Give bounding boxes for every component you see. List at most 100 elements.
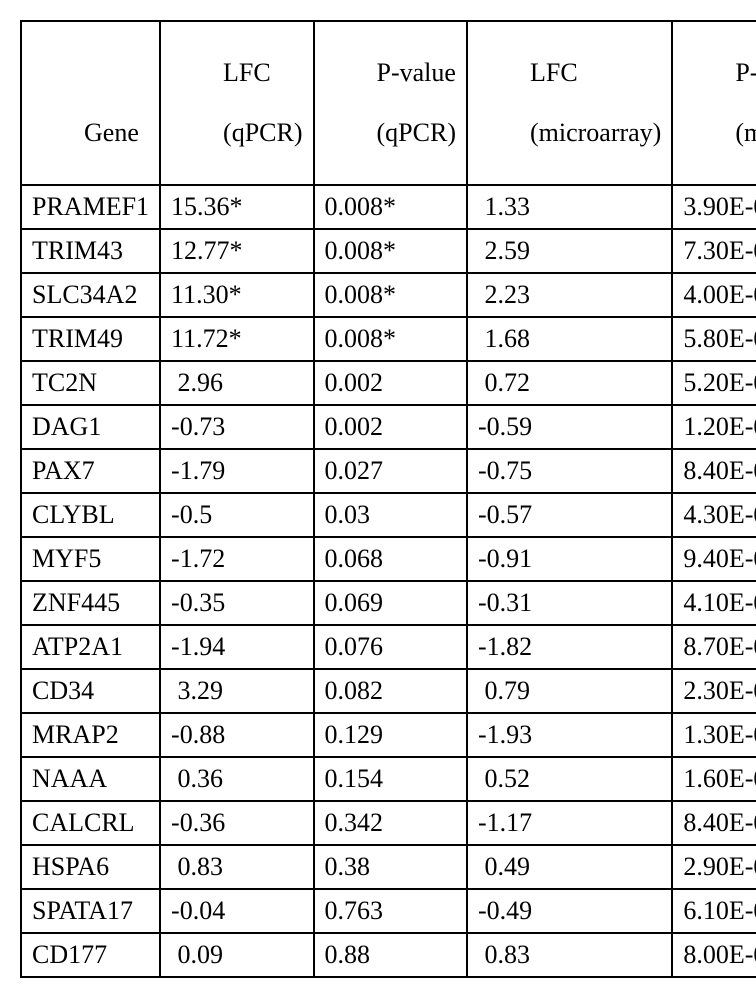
table-row: TRIM4911.72*0.008* 1.685.80E-04	[21, 317, 756, 361]
lfc-microarray-cell: 1.68	[467, 317, 672, 361]
lfc-qpcr-cell: 0.09	[160, 933, 313, 977]
lfc-qpcr-cell: 15.36*	[160, 185, 313, 229]
lfc-microarray-cell: 0.79	[467, 669, 672, 713]
lfc-qpcr-cell: 12.77*	[160, 229, 313, 273]
gene-cell: DAG1	[21, 405, 160, 449]
gene-cell: CLYBL	[21, 493, 160, 537]
table-row: TRIM4312.77*0.008* 2.597.30E-05	[21, 229, 756, 273]
gene-cell: NAAA	[21, 757, 160, 801]
gene-cell: CD34	[21, 669, 160, 713]
gene-cell: PAX7	[21, 449, 160, 493]
table-row: PAX7-1.790.027-0.758.40E-05	[21, 449, 756, 493]
table-row: CALCRL-0.360.342-1.178.40E-05	[21, 801, 756, 845]
pvalue-qpcr-cell: 0.008*	[314, 185, 467, 229]
lfc-qpcr-cell: 3.29	[160, 669, 313, 713]
pvalue-qpcr-cell: 0.342	[314, 801, 467, 845]
lfc-microarray-cell: -1.17	[467, 801, 672, 845]
gene-cell: TRIM49	[21, 317, 160, 361]
table-row: CD177 0.090.88 0.838.00E-04	[21, 933, 756, 977]
table-row: DAG1-0.730.002-0.591.20E-05	[21, 405, 756, 449]
lfc-qpcr-cell: 11.30*	[160, 273, 313, 317]
pvalue-microarray-cell: 4.30E-04	[672, 493, 756, 537]
gene-cell: CALCRL	[21, 801, 160, 845]
lfc-microarray-cell: -0.59	[467, 405, 672, 449]
pvalue-qpcr-cell: 0.129	[314, 713, 467, 757]
pvalue-microarray-cell: 4.00E-04	[672, 273, 756, 317]
header-text: Gene	[84, 118, 139, 147]
gene-cell: SLC34A2	[21, 273, 160, 317]
lfc-qpcr-cell: -0.73	[160, 405, 313, 449]
header-text: (qPCR)	[223, 118, 302, 147]
lfc-qpcr-cell: -0.35	[160, 581, 313, 625]
pvalue-qpcr-cell: 0.03	[314, 493, 467, 537]
table-body: PRAMEF115.36*0.008* 1.333.90E-04TRIM4312…	[21, 185, 756, 977]
lfc-microarray-cell: -1.93	[467, 713, 672, 757]
table-row: CLYBL-0.50.03-0.574.30E-04	[21, 493, 756, 537]
table-row: SLC34A211.30*0.008* 2.234.00E-04	[21, 273, 756, 317]
header-text: P-value	[735, 58, 756, 87]
lfc-microarray-cell: -0.31	[467, 581, 672, 625]
pvalue-qpcr-cell: 0.88	[314, 933, 467, 977]
lfc-microarray-cell: 2.23	[467, 273, 672, 317]
pvalue-microarray-cell: 3.90E-04	[672, 185, 756, 229]
pvalue-microarray-cell: 8.70E-05	[672, 625, 756, 669]
table-row: PRAMEF115.36*0.008* 1.333.90E-04	[21, 185, 756, 229]
gene-cell: TC2N	[21, 361, 160, 405]
header-text: (qPCR)	[377, 118, 456, 147]
lfc-microarray-cell: 0.49	[467, 845, 672, 889]
table-row: MYF5-1.720.068-0.919.40E-04	[21, 537, 756, 581]
lfc-qpcr-cell: -1.94	[160, 625, 313, 669]
col-header-pvalue-microarray: P-value (microarray)	[672, 21, 756, 185]
header-text: (microarray)	[530, 118, 661, 147]
gene-cell: MRAP2	[21, 713, 160, 757]
pvalue-microarray-cell: 1.30E-04	[672, 713, 756, 757]
lfc-microarray-cell: -0.91	[467, 537, 672, 581]
header-text: (microarray)	[735, 118, 756, 147]
pvalue-qpcr-cell: 0.38	[314, 845, 467, 889]
header-text: P-value	[377, 58, 456, 87]
lfc-qpcr-cell: -1.72	[160, 537, 313, 581]
pvalue-microarray-cell: 5.20E-05	[672, 361, 756, 405]
pvalue-qpcr-cell: 0.002	[314, 361, 467, 405]
table-row: ATP2A1-1.940.076-1.828.70E-05	[21, 625, 756, 669]
pvalue-microarray-cell: 2.30E-04	[672, 669, 756, 713]
header-text: LFC	[223, 58, 271, 87]
gene-cell: ZNF445	[21, 581, 160, 625]
col-header-pvalue-qpcr: P-value (qPCR)	[314, 21, 467, 185]
pvalue-qpcr-cell: 0.082	[314, 669, 467, 713]
pvalue-qpcr-cell: 0.069	[314, 581, 467, 625]
gene-cell: PRAMEF1	[21, 185, 160, 229]
pvalue-microarray-cell: 7.30E-05	[672, 229, 756, 273]
pvalue-qpcr-cell: 0.002	[314, 405, 467, 449]
header-text: LFC	[530, 58, 578, 87]
pvalue-microarray-cell: 8.00E-04	[672, 933, 756, 977]
pvalue-qpcr-cell: 0.008*	[314, 229, 467, 273]
pvalue-microarray-cell: 5.80E-04	[672, 317, 756, 361]
lfc-qpcr-cell: 0.36	[160, 757, 313, 801]
gene-cell: ATP2A1	[21, 625, 160, 669]
gene-cell: TRIM43	[21, 229, 160, 273]
lfc-qpcr-cell: 11.72*	[160, 317, 313, 361]
pvalue-qpcr-cell: 0.008*	[314, 317, 467, 361]
col-header-gene: Gene	[21, 21, 160, 185]
pvalue-microarray-cell: 2.90E-04	[672, 845, 756, 889]
lfc-qpcr-cell: -1.79	[160, 449, 313, 493]
lfc-microarray-cell: 2.59	[467, 229, 672, 273]
table-row: ZNF445-0.350.069-0.314.10E-04	[21, 581, 756, 625]
pvalue-microarray-cell: 8.40E-05	[672, 801, 756, 845]
table-row: HSPA6 0.830.38 0.492.90E-04	[21, 845, 756, 889]
table-header-row: Gene LFC (qPCR) P-value (qPCR) LFC (micr…	[21, 21, 756, 185]
lfc-qpcr-cell: -0.88	[160, 713, 313, 757]
table-row: CD34 3.290.082 0.792.30E-04	[21, 669, 756, 713]
pvalue-qpcr-cell: 0.027	[314, 449, 467, 493]
lfc-microarray-cell: 0.52	[467, 757, 672, 801]
gene-expression-table: Gene LFC (qPCR) P-value (qPCR) LFC (micr…	[20, 20, 756, 978]
table-row: NAAA 0.360.154 0.521.60E-04	[21, 757, 756, 801]
lfc-qpcr-cell: 0.83	[160, 845, 313, 889]
col-header-lfc-qpcr: LFC (qPCR)	[160, 21, 313, 185]
pvalue-microarray-cell: 1.60E-04	[672, 757, 756, 801]
pvalue-microarray-cell: 9.40E-04	[672, 537, 756, 581]
lfc-qpcr-cell: -0.36	[160, 801, 313, 845]
pvalue-microarray-cell: 8.40E-05	[672, 449, 756, 493]
lfc-microarray-cell: 0.72	[467, 361, 672, 405]
